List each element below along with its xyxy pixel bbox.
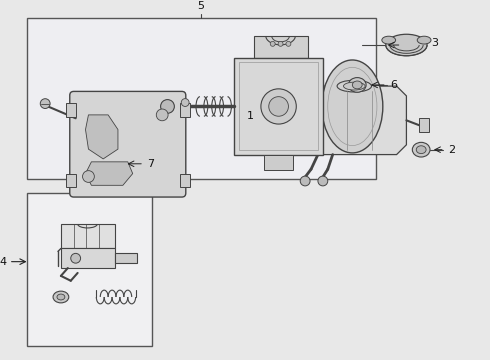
Bar bbox=[61, 248, 115, 268]
Circle shape bbox=[269, 97, 289, 116]
Ellipse shape bbox=[322, 60, 383, 153]
Circle shape bbox=[261, 89, 296, 124]
Circle shape bbox=[71, 253, 80, 263]
Text: 1: 1 bbox=[247, 112, 254, 121]
Bar bbox=[276, 89, 288, 143]
Bar bbox=[66, 174, 75, 187]
Bar bbox=[115, 253, 137, 263]
Polygon shape bbox=[303, 86, 406, 154]
Ellipse shape bbox=[417, 36, 431, 44]
Ellipse shape bbox=[57, 294, 65, 300]
Bar bbox=[180, 174, 190, 187]
Bar bbox=[234, 58, 323, 156]
Circle shape bbox=[181, 99, 189, 107]
Ellipse shape bbox=[53, 291, 69, 303]
Bar bbox=[239, 62, 318, 150]
Circle shape bbox=[156, 109, 168, 121]
Bar bbox=[66, 103, 75, 117]
Ellipse shape bbox=[386, 34, 427, 56]
Ellipse shape bbox=[343, 82, 365, 90]
Circle shape bbox=[270, 41, 275, 46]
Bar bbox=[419, 118, 429, 132]
Text: 4: 4 bbox=[0, 257, 7, 267]
Text: 2: 2 bbox=[448, 145, 455, 155]
Circle shape bbox=[40, 99, 50, 108]
Bar bbox=[264, 156, 294, 170]
Circle shape bbox=[300, 176, 310, 186]
FancyBboxPatch shape bbox=[70, 91, 186, 197]
Circle shape bbox=[82, 171, 95, 183]
Circle shape bbox=[318, 176, 328, 186]
Circle shape bbox=[271, 98, 277, 104]
Text: 6: 6 bbox=[391, 80, 398, 90]
Bar bbox=[61, 224, 115, 248]
Bar bbox=[269, 93, 277, 107]
Circle shape bbox=[161, 100, 174, 113]
Bar bbox=[180, 103, 190, 117]
Ellipse shape bbox=[352, 81, 362, 89]
Text: 7: 7 bbox=[147, 159, 154, 169]
Ellipse shape bbox=[416, 146, 426, 154]
Bar bbox=[26, 18, 376, 179]
Text: 5: 5 bbox=[197, 1, 205, 10]
Bar bbox=[26, 193, 152, 346]
Text: 3: 3 bbox=[431, 38, 438, 48]
Bar bbox=[254, 36, 308, 58]
Circle shape bbox=[278, 41, 283, 46]
Ellipse shape bbox=[382, 36, 395, 44]
Polygon shape bbox=[85, 162, 133, 185]
Circle shape bbox=[286, 41, 291, 46]
Ellipse shape bbox=[412, 142, 430, 157]
Ellipse shape bbox=[348, 78, 366, 92]
Polygon shape bbox=[85, 115, 118, 159]
Ellipse shape bbox=[337, 80, 371, 92]
